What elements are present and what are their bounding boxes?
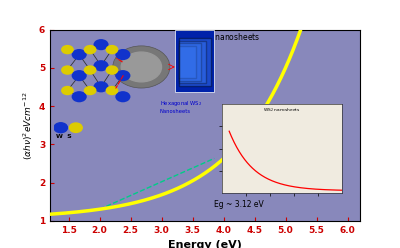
Circle shape: [61, 86, 74, 95]
Circle shape: [94, 60, 109, 71]
Circle shape: [94, 39, 109, 50]
Circle shape: [61, 45, 74, 54]
Text: WS$_2$ nanosheets: WS$_2$ nanosheets: [196, 31, 260, 44]
Circle shape: [115, 91, 130, 102]
Text: W  S: W S: [56, 134, 72, 139]
Circle shape: [106, 86, 118, 95]
FancyBboxPatch shape: [179, 43, 201, 81]
Circle shape: [84, 86, 96, 95]
FancyBboxPatch shape: [179, 38, 211, 86]
Text: Eg ~ 3.12 eV: Eg ~ 3.12 eV: [214, 200, 264, 209]
Circle shape: [84, 65, 96, 75]
Circle shape: [72, 91, 87, 102]
FancyBboxPatch shape: [179, 46, 196, 78]
Circle shape: [121, 52, 162, 82]
Circle shape: [72, 70, 87, 81]
Circle shape: [61, 65, 74, 75]
Circle shape: [70, 123, 82, 132]
Circle shape: [113, 46, 170, 88]
FancyBboxPatch shape: [179, 41, 206, 83]
Text: Hexagonal WS$_2$
Nanosheets: Hexagonal WS$_2$ Nanosheets: [160, 99, 202, 114]
X-axis label: Energy (eV): Energy (eV): [168, 240, 242, 248]
Circle shape: [94, 81, 109, 93]
Text: WS$_2$ nanosheets: WS$_2$ nanosheets: [263, 106, 301, 114]
Y-axis label: $(\alpha h\nu)^2 eVcm^{-1}{}_{}^2$: $(\alpha h\nu)^2 eVcm^{-1}{}_{}^2$: [21, 91, 33, 160]
Circle shape: [54, 123, 68, 133]
FancyBboxPatch shape: [175, 30, 214, 92]
Circle shape: [115, 70, 130, 81]
Circle shape: [106, 45, 118, 54]
Circle shape: [84, 45, 96, 54]
Circle shape: [72, 49, 87, 60]
Circle shape: [106, 65, 118, 75]
Circle shape: [115, 49, 130, 60]
